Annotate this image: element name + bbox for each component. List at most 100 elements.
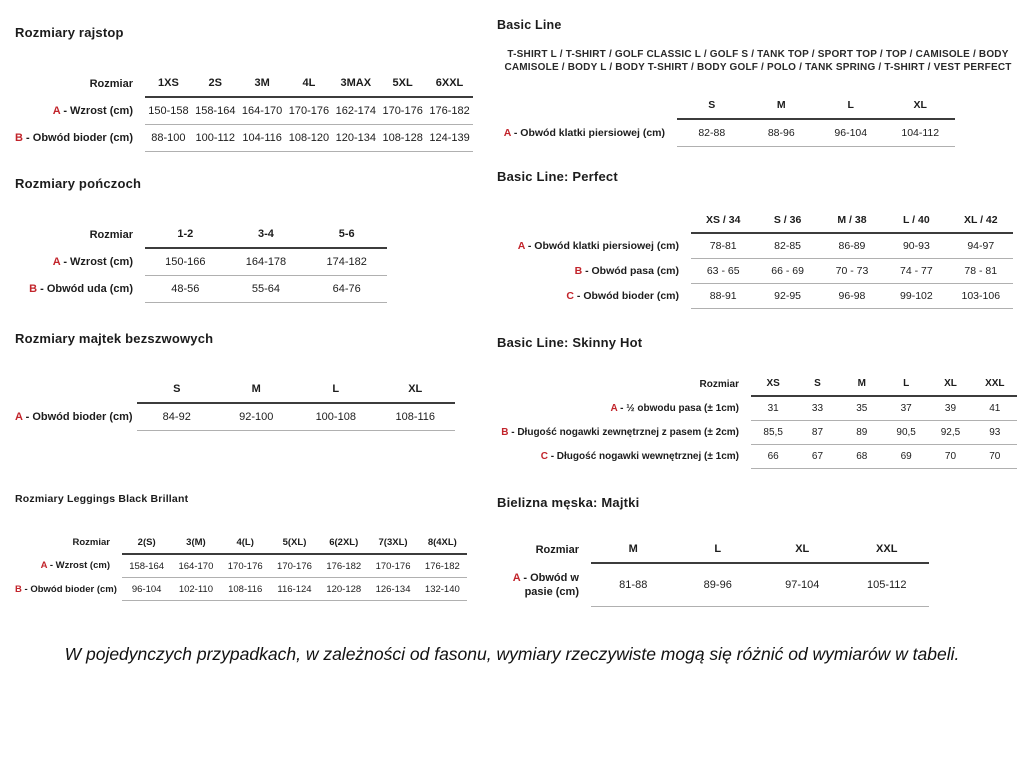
size-value: 132-140 xyxy=(417,577,467,601)
size-value: 70 xyxy=(972,444,1017,469)
right-column: Basic Line T-SHIRT L / T-SHIRT / GOLF CL… xyxy=(497,18,1019,607)
section-title: Basic Line: Skinny Hot xyxy=(497,335,643,350)
column-header: L xyxy=(675,536,760,564)
column-header: 4(L) xyxy=(220,531,270,555)
size-value: 92,5 xyxy=(928,420,973,445)
size-value: 170-176 xyxy=(368,554,418,578)
section-rozmiary-rajstop: Rozmiary rajstop Rozmiar 1XS 2S 3M 4L 3MAX 5XL… xyxy=(15,25,477,152)
size-table: S M L XL A - Obwód klatki piersiowej (cm) 82-… xyxy=(497,92,955,147)
size-value: 82-85 xyxy=(755,233,820,259)
row-label: A - Obwód klatki piersiowej (cm) xyxy=(503,126,665,139)
size-value: 81-88 xyxy=(591,563,676,607)
size-value: 67 xyxy=(795,444,840,469)
size-value: 41 xyxy=(972,396,1017,421)
size-value: 69 xyxy=(883,444,929,469)
measure-letter: B xyxy=(501,427,509,438)
column-header: XS xyxy=(751,372,796,397)
size-value: 89-96 xyxy=(675,563,760,607)
section-basic-line: Basic Line T-SHIRT L / T-SHIRT / GOLF CL… xyxy=(497,18,1019,147)
corner-label xyxy=(497,208,691,233)
size-table: Rozmiar XS S M L XL XXL A - ½ obwodu pasa (± 1c… xyxy=(497,372,1017,469)
corner-label: Rozmiar xyxy=(72,537,110,548)
size-value: 170-176 xyxy=(269,554,320,578)
size-value: 116-124 xyxy=(269,577,320,601)
table-row: A - Obwód klatki piersiowej (cm) 82-88 88-… xyxy=(497,119,955,147)
column-header: L xyxy=(296,376,376,404)
size-value: 63 - 65 xyxy=(691,258,756,284)
size-value: 170-176 xyxy=(379,97,427,125)
row-label: A - Obwód bioder (cm) xyxy=(15,410,133,423)
column-header: L xyxy=(883,372,929,397)
column-header: XS / 34 xyxy=(691,208,756,234)
size-value: 86-89 xyxy=(819,233,885,259)
header-row: Rozmiar 1-2 3-4 5-6 xyxy=(15,221,387,249)
size-value: 164-178 xyxy=(225,248,307,276)
column-header: 6(2XL) xyxy=(319,531,369,555)
ponczochy-size-table: Rozmiar 1-2 3-4 5-6 A - Wzrost (cm) 150-166 16… xyxy=(15,221,387,303)
measure-letter: B xyxy=(15,132,23,144)
header-row: Rozmiar 1XS 2S 3M 4L 3MAX 5XL 6XXL xyxy=(15,70,473,98)
measure-letter: C xyxy=(566,290,574,302)
size-value: 176-182 xyxy=(319,554,369,578)
size-value: 31 xyxy=(751,396,796,421)
size-value: 104-112 xyxy=(885,119,955,147)
size-value: 88-96 xyxy=(746,119,816,147)
row-label: B - Obwód bioder (cm) xyxy=(15,583,117,595)
column-header: XXL xyxy=(972,372,1017,397)
skinny-hot-size-table: Rozmiar XS S M L XL XXL A - ½ obwodu pasa (± 1c… xyxy=(497,372,1017,469)
size-value: 78-81 xyxy=(691,233,756,259)
size-value: 66 - 69 xyxy=(755,258,820,284)
table-row: B - Obwód uda (cm) 48-56 55-64 64-76 xyxy=(15,275,387,303)
column-header: 3M xyxy=(238,70,286,98)
size-value: 64-76 xyxy=(306,275,387,303)
corner-label xyxy=(497,92,677,119)
size-value: 88-91 xyxy=(691,283,756,309)
size-value: 120-134 xyxy=(332,124,380,152)
section-basic-line-skinny-hot: Basic Line: Skinny Hot Rozmiar XS S M L XL XXL… xyxy=(497,335,1019,469)
row-label: C - Obwód bioder (cm) xyxy=(566,290,679,302)
size-value: 70 xyxy=(928,444,973,469)
column-header: 5XL xyxy=(379,70,427,98)
size-value: 39 xyxy=(928,396,973,421)
size-value: 74 - 77 xyxy=(884,258,949,284)
table-row: A - Wzrost (cm) 150-158 158-164 164-170 170-… xyxy=(15,97,473,125)
measure-letter: A xyxy=(40,560,48,572)
column-header: XL xyxy=(760,536,845,564)
leggings-size-table: Rozmiar 2(S) 3(M) 4(L) 5(XL) 6(2XL) 7(3XL) 8(4X… xyxy=(15,531,467,601)
header-row: Rozmiar XS S M L XL XXL xyxy=(497,372,1017,397)
column-header: 4L xyxy=(285,70,333,98)
column-header: 7(3XL) xyxy=(368,531,418,555)
corner-label: Rozmiar xyxy=(699,378,739,390)
table-row: C - Długość nogawki wewnętrznej (± 1cm) 6… xyxy=(497,444,1017,469)
size-value: 96-104 xyxy=(816,119,886,147)
column-header: S / 36 xyxy=(755,208,820,234)
measure-letter: A xyxy=(512,571,521,584)
size-value: 35 xyxy=(839,396,884,421)
measure-letter: B xyxy=(574,265,583,277)
size-value: 66 xyxy=(751,444,796,469)
size-value: 48-56 xyxy=(145,275,226,303)
column-header: 5(XL) xyxy=(269,531,320,555)
size-value: 126-134 xyxy=(368,577,418,601)
column-header: M / 38 xyxy=(819,208,885,234)
size-value: 92-95 xyxy=(755,283,820,309)
table-row: C - Obwód bioder (cm) 88-91 92-95 96-98 99-1… xyxy=(497,283,1013,309)
row-label: A - ½ obwodu pasa (± 1cm) xyxy=(610,402,739,414)
size-value: 96-98 xyxy=(819,283,885,309)
column-header: L / 40 xyxy=(884,208,949,234)
column-header: S xyxy=(137,376,217,404)
measure-letter: C xyxy=(540,451,548,462)
table-row: A - Obwód klatki piersiowej (cm) 78-81 82-… xyxy=(497,233,1013,259)
column-header: 1-2 xyxy=(145,221,226,249)
column-header: 3-4 xyxy=(225,221,307,249)
section-basic-line-perfect: Basic Line: Perfect XS / 34 S / 36 M / 38 L… xyxy=(497,169,1019,309)
size-value: 68 xyxy=(839,444,884,469)
size-value: 78 - 81 xyxy=(948,258,1013,284)
row-label: B - Obwód pasa (cm) xyxy=(574,265,679,277)
size-table: Rozmiar 2(S) 3(M) 4(L) 5(XL) 6(2XL) 7(3XL) 8(4X… xyxy=(15,531,467,601)
size-value: 108-120 xyxy=(285,124,333,152)
row-label: C - Długość nogawki wewnętrznej (± 1cm) xyxy=(540,451,739,462)
table-row: B - Obwód bioder (cm) 96-104 102-110 108-11… xyxy=(15,577,467,601)
row-label: A - Wzrost (cm) xyxy=(52,255,133,268)
table-row: A - Obwód w pasie (cm) 81-88 89-96 97-104 10… xyxy=(497,563,929,607)
